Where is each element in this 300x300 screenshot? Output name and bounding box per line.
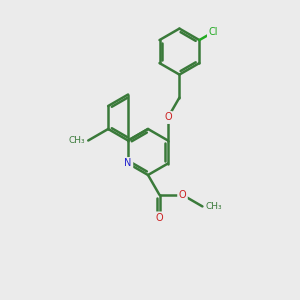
Text: Cl: Cl: [208, 27, 218, 37]
Text: O: O: [164, 112, 172, 122]
Text: O: O: [179, 190, 186, 200]
Text: O: O: [156, 213, 163, 223]
Text: CH₃: CH₃: [206, 202, 222, 211]
Text: N: N: [124, 158, 132, 169]
Text: CH₃: CH₃: [69, 136, 85, 145]
